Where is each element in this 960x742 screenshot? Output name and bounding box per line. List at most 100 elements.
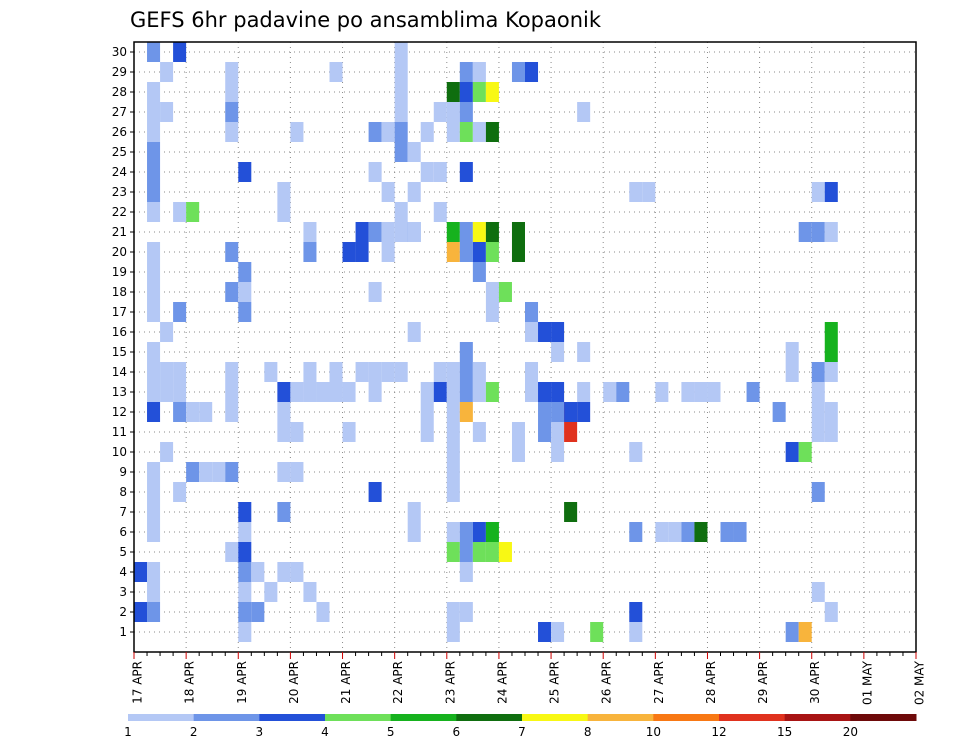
x-tick-label: 17 APR bbox=[131, 661, 145, 704]
heatmap-cell bbox=[511, 242, 525, 262]
heatmap-cell bbox=[238, 602, 252, 622]
x-tick-label: 02 MAY bbox=[913, 660, 927, 705]
heatmap-cell bbox=[225, 282, 239, 302]
legend-label: 3 bbox=[256, 725, 264, 739]
heatmap-cell bbox=[446, 522, 460, 542]
heatmap-cell bbox=[238, 282, 252, 302]
heatmap-cell bbox=[472, 522, 486, 542]
heatmap-cell bbox=[525, 382, 539, 402]
heatmap-cell bbox=[238, 502, 252, 522]
heatmap-cell bbox=[407, 182, 421, 202]
heatmap-cell bbox=[173, 302, 187, 322]
heatmap-cell bbox=[277, 402, 291, 422]
heatmap-cell bbox=[394, 122, 408, 142]
heatmap-cell bbox=[472, 62, 486, 82]
heatmap-cell bbox=[459, 382, 473, 402]
heatmap-cell bbox=[498, 542, 512, 562]
heatmap-cell bbox=[160, 102, 174, 122]
heatmap-cell bbox=[303, 362, 317, 382]
heatmap-cell bbox=[407, 142, 421, 162]
x-tick-label: 28 APR bbox=[704, 661, 718, 704]
heatmap-cell bbox=[446, 442, 460, 462]
heatmap-cell bbox=[303, 582, 317, 602]
heatmap-cell bbox=[225, 62, 239, 82]
heatmap-cell bbox=[173, 402, 187, 422]
y-tick-label: 18 bbox=[112, 285, 127, 299]
heatmap-cell bbox=[147, 242, 161, 262]
y-tick-label: 7 bbox=[119, 505, 127, 519]
heatmap-cell bbox=[225, 362, 239, 382]
heatmap-cell bbox=[173, 42, 187, 62]
heatmap-cell bbox=[446, 382, 460, 402]
heatmap-cell bbox=[446, 242, 460, 262]
heatmap-cell bbox=[720, 522, 734, 542]
heatmap-cell bbox=[316, 382, 330, 402]
heatmap-cell bbox=[342, 422, 356, 442]
heatmap-cell bbox=[147, 42, 161, 62]
heatmap-cell bbox=[824, 402, 838, 422]
heatmap-cell bbox=[277, 462, 291, 482]
heatmap-cell bbox=[590, 622, 604, 642]
heatmap-cell bbox=[525, 62, 539, 82]
heatmap-cell bbox=[485, 302, 499, 322]
heatmap-cell bbox=[811, 422, 825, 442]
heatmap-cell bbox=[681, 522, 695, 542]
heatmap-cell bbox=[616, 382, 630, 402]
heatmap-cell bbox=[485, 222, 499, 242]
heatmap-cell bbox=[472, 382, 486, 402]
heatmap-cell bbox=[147, 502, 161, 522]
legend-swatch bbox=[193, 714, 260, 721]
heatmap-cell bbox=[525, 322, 539, 342]
heatmap-cell bbox=[420, 382, 434, 402]
heatmap-cell bbox=[824, 362, 838, 382]
y-tick-label: 28 bbox=[112, 85, 127, 99]
heatmap-cell bbox=[459, 222, 473, 242]
heatmap-cell bbox=[551, 342, 565, 362]
heatmap-cell bbox=[238, 582, 252, 602]
x-tick-label: 20 APR bbox=[287, 661, 301, 704]
heatmap-cell bbox=[277, 422, 291, 442]
heatmap-cell bbox=[407, 322, 421, 342]
heatmap-cell bbox=[694, 382, 708, 402]
heatmap-cell bbox=[798, 222, 812, 242]
heatmap-cell bbox=[225, 82, 239, 102]
heatmap-cell bbox=[668, 522, 682, 542]
heatmap-cell bbox=[199, 462, 213, 482]
y-tick-label: 1 bbox=[119, 625, 127, 639]
heatmap-cell bbox=[173, 382, 187, 402]
legend-swatch bbox=[128, 714, 195, 721]
heatmap-cell bbox=[407, 522, 421, 542]
heatmap-cell bbox=[420, 122, 434, 142]
heatmap-cell bbox=[173, 202, 187, 222]
heatmap-cell bbox=[811, 482, 825, 502]
heatmap-cell bbox=[655, 522, 669, 542]
heatmap-cell bbox=[785, 442, 799, 462]
legend-swatch bbox=[719, 714, 786, 721]
legend-label: 5 bbox=[387, 725, 395, 739]
heatmap-cell bbox=[551, 622, 565, 642]
heatmap-cell bbox=[433, 382, 447, 402]
heatmap-cell bbox=[485, 122, 499, 142]
heatmap-cell bbox=[459, 522, 473, 542]
heatmap-cell bbox=[433, 202, 447, 222]
heatmap-cell bbox=[824, 422, 838, 442]
y-tick-label: 3 bbox=[119, 585, 127, 599]
heatmap-cell bbox=[811, 402, 825, 422]
heatmap-cell bbox=[225, 402, 239, 422]
heatmap-cell bbox=[577, 402, 591, 422]
heatmap-cell bbox=[329, 62, 343, 82]
heatmap-cell bbox=[381, 242, 395, 262]
heatmap-cell bbox=[381, 122, 395, 142]
heatmap-cell bbox=[134, 562, 148, 582]
heatmap-cell bbox=[577, 342, 591, 362]
heatmap-cell bbox=[290, 562, 304, 582]
heatmap-cell bbox=[511, 422, 525, 442]
heatmap-cell bbox=[551, 422, 565, 442]
heatmap-cell bbox=[160, 442, 174, 462]
heatmap-cell bbox=[525, 302, 539, 322]
heatmap-cell bbox=[459, 242, 473, 262]
legend-label: 1 bbox=[124, 725, 132, 739]
heatmap-cell bbox=[446, 102, 460, 122]
heatmap-cell bbox=[811, 362, 825, 382]
